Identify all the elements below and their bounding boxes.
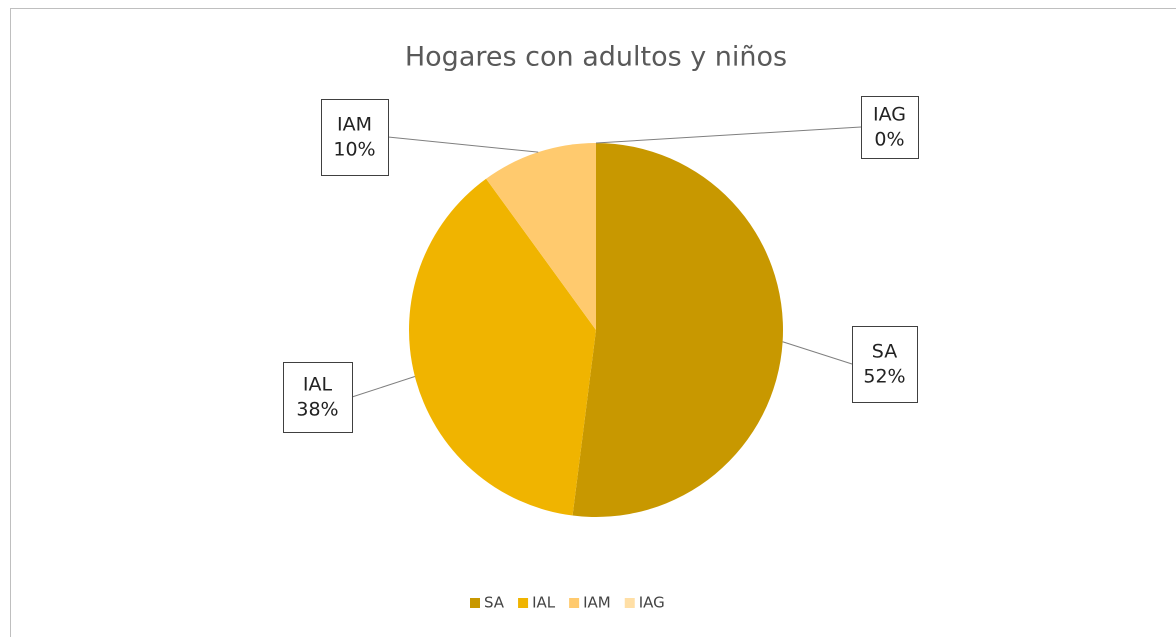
legend-label: IAG	[639, 594, 665, 612]
data-label-category: IAL	[303, 374, 333, 396]
chart-title: Hogares con adultos y niños	[405, 42, 787, 73]
data-label-category: IAG	[873, 104, 906, 126]
pie-slice	[486, 143, 596, 330]
legend-swatch	[624, 598, 635, 608]
data-label-value: 38%	[296, 399, 338, 421]
pie-slice	[572, 143, 783, 517]
legend-label: IAL	[532, 594, 556, 612]
leader-line	[782, 341, 853, 365]
legend-swatch	[518, 598, 529, 608]
data-label-box	[283, 362, 353, 433]
legend-swatch	[470, 598, 480, 608]
legend-swatch	[569, 598, 580, 608]
leader-line	[387, 136, 539, 153]
pie-slice	[409, 178, 596, 516]
data-label-category: SA	[872, 341, 897, 363]
leader-line	[351, 376, 416, 398]
data-label-category: IAM	[337, 114, 372, 136]
legend-label: SA	[484, 594, 505, 612]
data-label-value: 52%	[863, 366, 905, 388]
leader-line	[595, 126, 862, 144]
data-label-value: 0%	[874, 129, 904, 151]
data-label-box	[861, 96, 919, 159]
data-label-box	[321, 99, 389, 176]
data-label-value: 10%	[333, 139, 375, 161]
data-label-box	[852, 326, 918, 403]
legend-label: IAM	[583, 594, 611, 612]
